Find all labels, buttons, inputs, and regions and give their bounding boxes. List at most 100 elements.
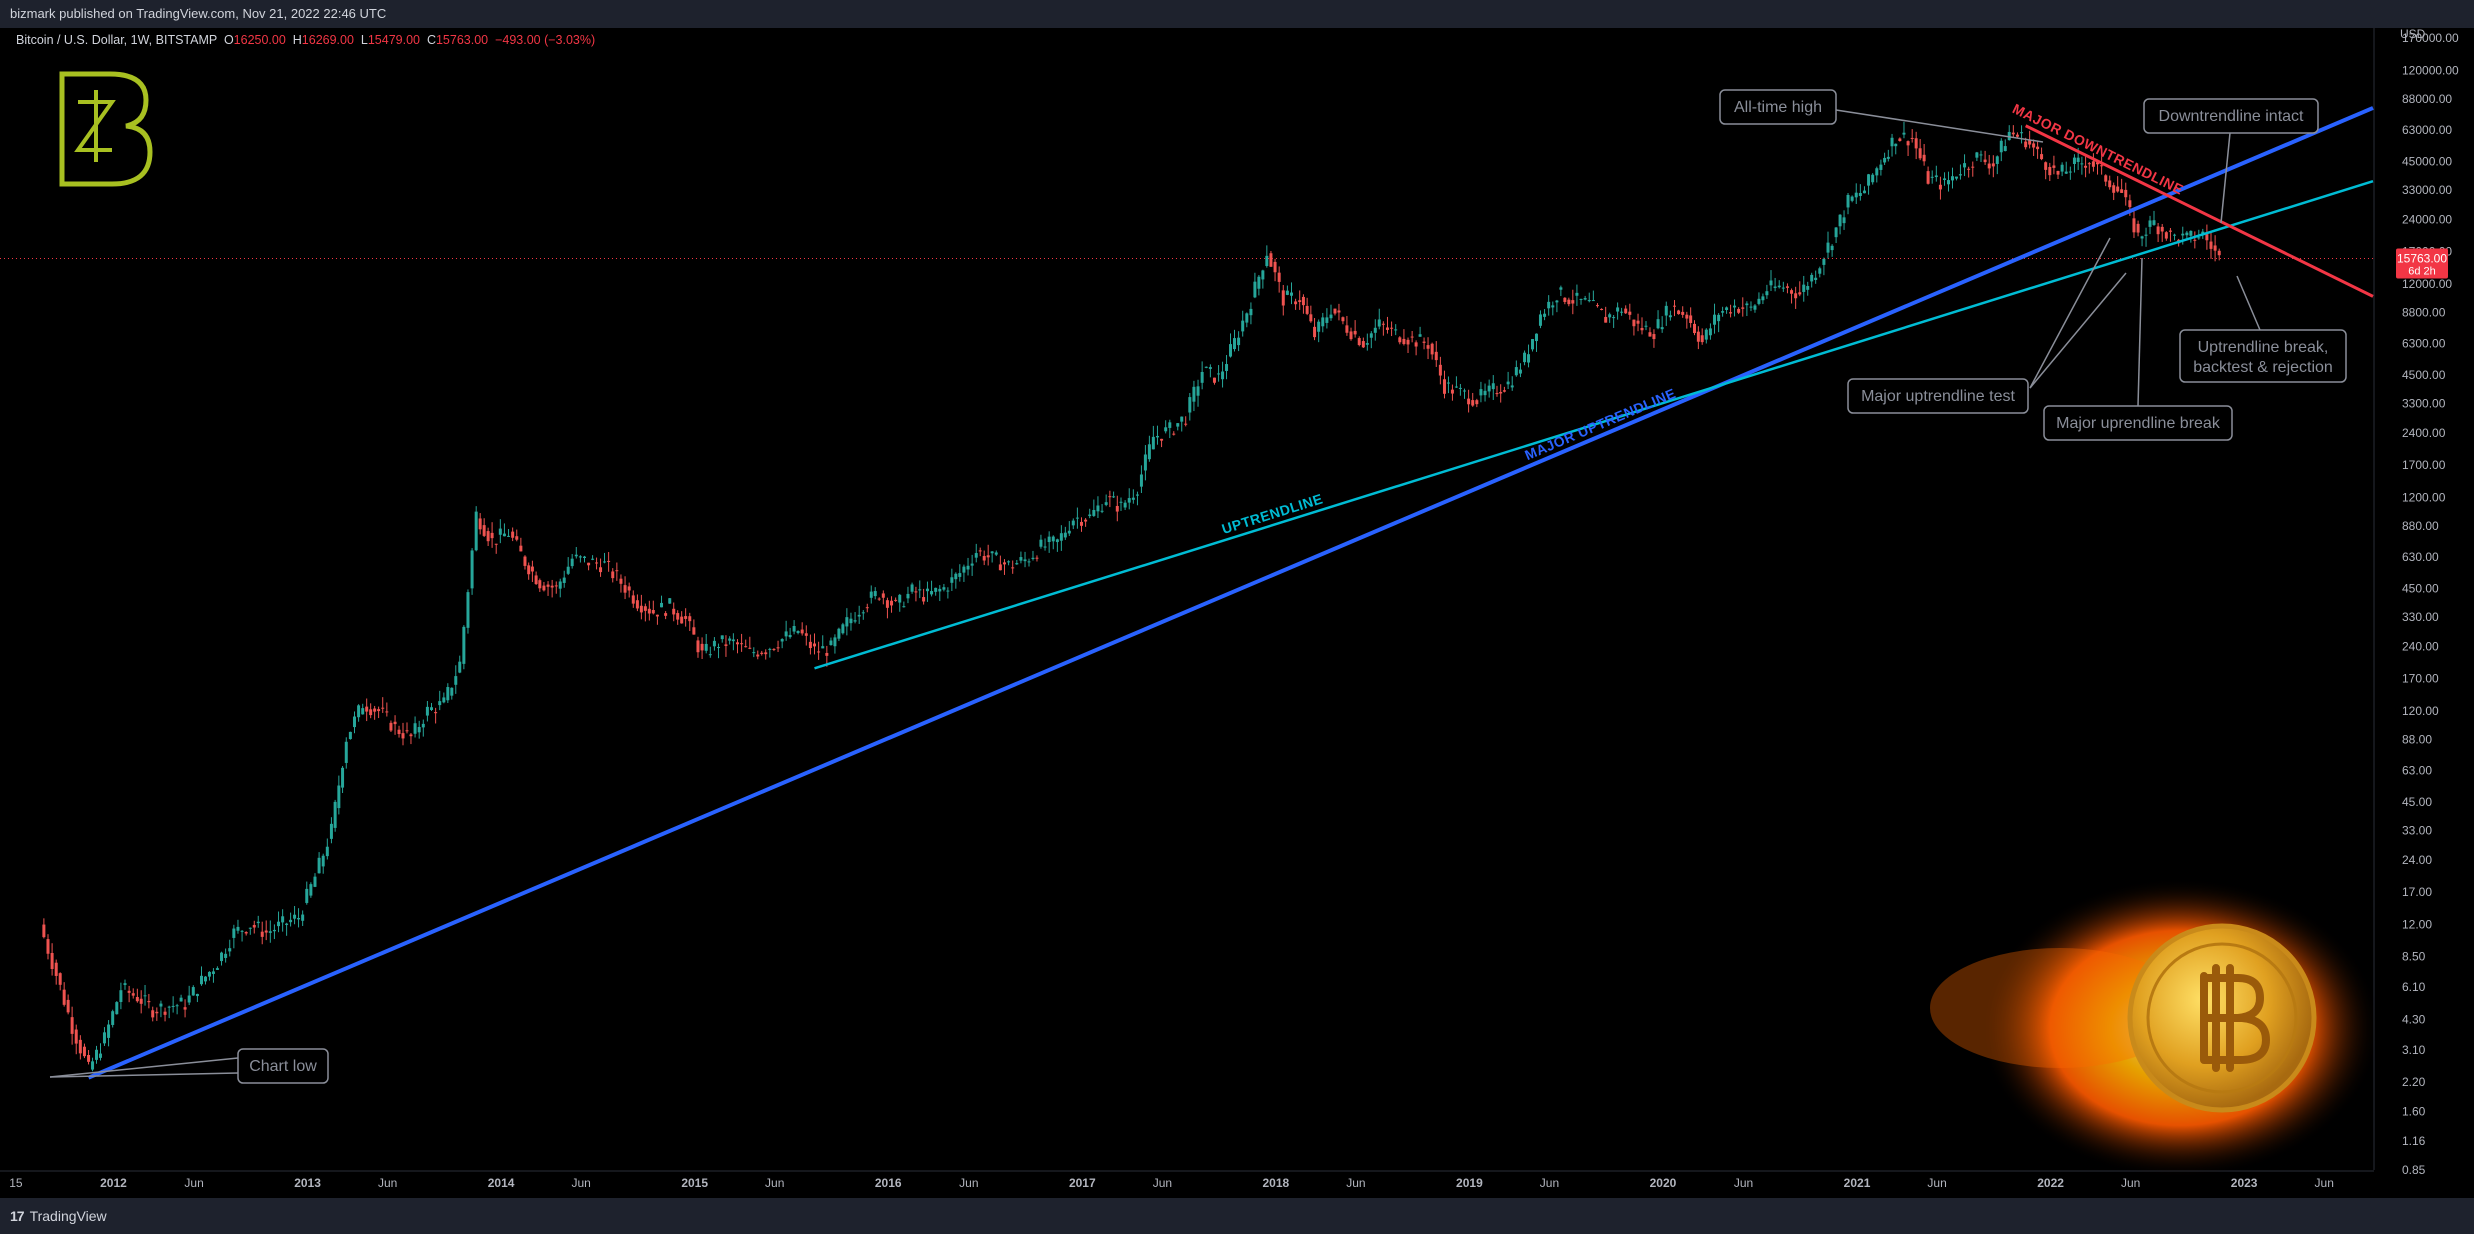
candle-body — [1664, 305, 1668, 316]
time-axis[interactable]: 15 2012 Jun 2013 Jun 2014 Jun 2015 Jun 2016 Jun 201… — [0, 1170, 2374, 1190]
candle-body — [1543, 313, 1547, 317]
candle-body — [240, 930, 244, 932]
candle-body — [1361, 341, 1365, 348]
candle-body — [244, 931, 248, 934]
candle-body — [796, 630, 800, 633]
candle-body — [1518, 369, 1522, 374]
candle-body — [1721, 311, 1725, 313]
candle-body — [1785, 286, 1789, 288]
candle-body — [1890, 137, 1894, 147]
candle-body — [1390, 327, 1394, 329]
candle-body — [664, 613, 668, 616]
candle-body — [2124, 189, 2128, 198]
time-tick-label: 2014 — [488, 1176, 515, 1190]
time-tick-label: Jun — [378, 1176, 397, 1190]
candle-body — [515, 536, 519, 540]
candle-body — [1172, 433, 1176, 435]
candle-body — [297, 917, 301, 920]
candle-body — [1563, 297, 1567, 302]
candle-body — [2024, 141, 2028, 148]
candle-body — [1269, 253, 1273, 267]
candle-body — [1273, 261, 1277, 273]
candle-body — [413, 723, 417, 734]
candle-body — [341, 767, 345, 788]
candle-body — [236, 926, 240, 931]
candle-body — [898, 594, 902, 603]
candle-body — [1084, 519, 1088, 522]
candle-body — [1305, 305, 1309, 314]
candle-body — [2060, 164, 2064, 172]
last-price-value: 15763.00 — [2397, 252, 2447, 266]
candle-body — [821, 646, 825, 649]
price-tick-label: 88000.00 — [2402, 92, 2452, 106]
price-tick-label: 6300.00 — [2402, 337, 2446, 351]
candle-body — [611, 571, 615, 579]
candle-body — [1830, 245, 1834, 251]
candle-body — [724, 644, 728, 646]
candle-body — [829, 640, 833, 646]
candle-body — [1160, 438, 1164, 441]
candle-body — [845, 617, 849, 627]
time-tick-label: 2016 — [875, 1176, 902, 1190]
candle-body — [861, 612, 865, 614]
candle-body — [1151, 436, 1155, 450]
candle-body — [1781, 287, 1785, 289]
candle-body — [998, 564, 1002, 571]
candle-body — [1249, 308, 1253, 316]
candle-body — [1765, 291, 1769, 296]
candle-body — [717, 647, 721, 649]
close-value: 15763.00 — [435, 33, 489, 47]
tradingview-logo-icon[interactable]: 17 — [10, 1208, 25, 1224]
candle-body — [155, 1011, 159, 1014]
candle-body — [780, 639, 784, 642]
candle-body — [1547, 301, 1551, 309]
candle-body — [1491, 383, 1495, 390]
candle-body — [813, 643, 817, 647]
candle-body — [2003, 146, 2007, 152]
candle-body — [728, 638, 732, 641]
candle-body — [1180, 416, 1184, 422]
candle-body — [578, 556, 582, 558]
candle-body — [417, 727, 421, 733]
candle-body — [1385, 327, 1389, 330]
candle-body — [538, 580, 542, 589]
candle-body — [2213, 245, 2217, 251]
candle-body — [200, 975, 204, 985]
candle-body — [102, 1032, 106, 1044]
candle-body — [554, 585, 558, 587]
candle-body — [285, 923, 289, 925]
candle-body — [268, 931, 272, 933]
symbol-legend: Bitcoin / U.S. Dollar, 1W, BITSTAMP O162… — [16, 33, 595, 47]
candle-body — [1373, 327, 1377, 333]
price-tick-label: 33.00 — [2402, 824, 2432, 838]
candle-body — [159, 1003, 163, 1007]
candle-body — [869, 591, 873, 598]
candle-body — [1914, 138, 1918, 149]
candle-body — [1883, 157, 1887, 163]
candle-body — [1922, 154, 1926, 162]
candle-body — [2032, 143, 2036, 148]
price-tick-label: 63.00 — [2402, 764, 2432, 778]
candle-body — [1475, 400, 1479, 405]
price-tick-label: 4500.00 — [2402, 368, 2446, 382]
price-tick-label: 3.10 — [2402, 1043, 2426, 1057]
candle-body — [1704, 329, 1708, 340]
candle-body — [474, 511, 478, 551]
candle-body — [1035, 557, 1039, 559]
candle-body — [289, 919, 293, 923]
time-tick-label: 2012 — [100, 1176, 127, 1190]
candle-body — [1265, 255, 1269, 266]
candle-body — [792, 625, 796, 632]
annotation-chart-low-box — [237, 1048, 329, 1084]
candle-body — [1369, 333, 1373, 338]
price-tick-label: 170.00 — [2402, 672, 2439, 686]
candle-body — [1777, 285, 1781, 288]
last-price-countdown: 6d 2h — [2408, 266, 2436, 278]
candle-body — [344, 741, 348, 763]
candle-body — [1604, 316, 1608, 323]
price-tick-label: 8.50 — [2402, 949, 2426, 963]
footer-brand[interactable]: TradingView — [29, 1208, 107, 1224]
candle-body — [1591, 300, 1595, 302]
